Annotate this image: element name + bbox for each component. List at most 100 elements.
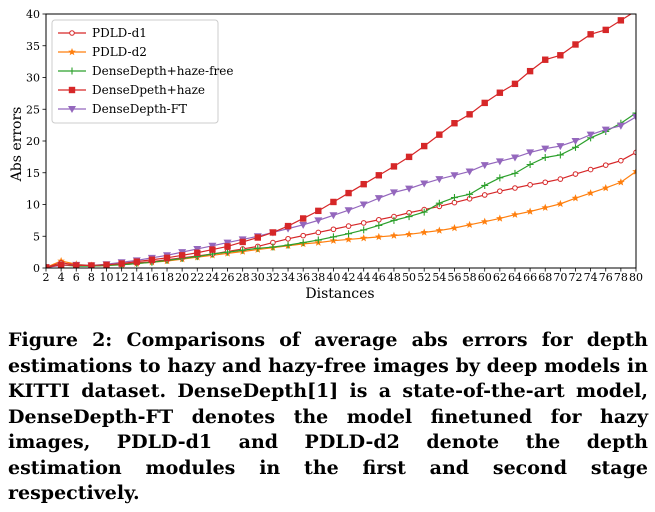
- x-tick-label: 6: [73, 271, 80, 284]
- series-3-point: [496, 89, 504, 96]
- y-tick-label: 15: [26, 167, 40, 180]
- series-0-line: [46, 151, 636, 268]
- series-2-point: [450, 194, 458, 202]
- series-0-point: [633, 149, 636, 156]
- series-4-point: [314, 217, 323, 225]
- y-tick-label: 25: [26, 103, 40, 116]
- series-3-point: [284, 222, 292, 230]
- series-4-point: [632, 113, 636, 121]
- series-4-point: [586, 131, 595, 139]
- series-3-point: [436, 131, 443, 138]
- series-0-point: [557, 176, 564, 182]
- series-4-point: [495, 158, 504, 166]
- series-3-point: [269, 229, 277, 236]
- x-tick-label: 30: [251, 271, 265, 284]
- series-4-point: [329, 212, 338, 220]
- series-3-point: [421, 142, 428, 150]
- x-tick-label: 52: [417, 271, 431, 284]
- series-3-point: [103, 261, 110, 268]
- series-3-point: [57, 261, 65, 268]
- series-1-point: [586, 189, 595, 197]
- x-tick-label: 60: [478, 271, 492, 284]
- legend-label: PDLD-d2: [92, 45, 147, 59]
- y-axis-label: Abs errors: [9, 107, 25, 183]
- series-0-point: [315, 229, 322, 236]
- series-3-point: [632, 14, 636, 15]
- series-1-point: [601, 183, 610, 192]
- x-tick-label: 72: [568, 271, 582, 284]
- y-tick-label: 20: [26, 135, 40, 148]
- series-2-point: [496, 174, 504, 182]
- series-1-point: [526, 207, 534, 215]
- legend-marker: [68, 67, 76, 75]
- series-4-point: [299, 221, 308, 229]
- series-4-point: [420, 180, 429, 188]
- y-tick-label: 0: [33, 262, 40, 275]
- x-tick-label: 64: [508, 271, 522, 284]
- series-0-point: [497, 188, 503, 194]
- x-tick-label: 56: [447, 271, 461, 284]
- series-1-point: [556, 199, 565, 208]
- series-3-point: [542, 56, 549, 63]
- series-1-point: [571, 194, 580, 202]
- y-tick-label: 35: [26, 40, 40, 53]
- series-2-point: [632, 109, 636, 117]
- series-1-line: [46, 170, 636, 268]
- series-2-point: [360, 226, 368, 234]
- series-3-point: [194, 249, 201, 256]
- series-1-point: [405, 230, 413, 238]
- x-tick-label: 42: [342, 271, 356, 284]
- series-1-point: [435, 226, 444, 234]
- series-3-point: [587, 31, 594, 38]
- series-2-point: [239, 246, 247, 254]
- series-0-point: [330, 226, 337, 233]
- y-tick-label: 10: [26, 199, 40, 212]
- series-4-point: [450, 172, 459, 180]
- series-4-point: [616, 122, 625, 130]
- series-4-point: [374, 195, 383, 203]
- series-3-point: [224, 243, 231, 250]
- series-3-point: [405, 153, 413, 161]
- series-0-point: [376, 216, 382, 223]
- series-0-point: [527, 182, 533, 188]
- x-tick-label: 8: [88, 271, 95, 284]
- series-4-point: [465, 168, 474, 176]
- x-tick-label: 76: [599, 271, 613, 284]
- series-3-point: [148, 256, 156, 263]
- series-4-point: [359, 201, 368, 209]
- x-tick-label: 28: [236, 271, 250, 284]
- series-0-point: [300, 232, 306, 239]
- x-tick-label: 36: [296, 271, 310, 284]
- series-2-point: [284, 241, 292, 249]
- x-tick-label: 48: [387, 271, 401, 284]
- series-3-point: [557, 52, 564, 59]
- series-3-point: [73, 262, 80, 268]
- x-tick-label: 2: [43, 271, 50, 284]
- series-3-point: [163, 254, 171, 262]
- series-1-point: [359, 234, 368, 242]
- x-tick-label: 74: [584, 271, 598, 284]
- x-tick-label: 4: [58, 271, 65, 284]
- series-4-point: [344, 207, 353, 215]
- x-tick-label: 12: [115, 271, 129, 284]
- series-2-point: [466, 190, 474, 198]
- x-tick-label: 10: [100, 271, 114, 284]
- series-0-point: [542, 179, 549, 186]
- series-3-line: [46, 14, 633, 268]
- legend-marker: [68, 86, 76, 94]
- series-4-point: [571, 138, 580, 145]
- legend-box: [51, 19, 219, 124]
- series-2-point: [420, 208, 428, 216]
- series-3-point: [617, 17, 625, 24]
- series-3-point: [572, 41, 579, 48]
- series-2-point: [314, 236, 322, 244]
- series-0-point: [618, 157, 624, 164]
- x-tick-label: 78: [614, 271, 628, 284]
- series-4-point: [193, 245, 202, 253]
- series-4-point: [541, 145, 550, 153]
- series-3-point: [209, 246, 216, 253]
- series-4-point: [435, 176, 444, 184]
- series-2-point: [556, 151, 564, 159]
- series-4-line: [46, 116, 636, 268]
- legend: PDLD-d1 PDLD-d2 DenseDepth+haze-free DenseD…: [51, 19, 233, 124]
